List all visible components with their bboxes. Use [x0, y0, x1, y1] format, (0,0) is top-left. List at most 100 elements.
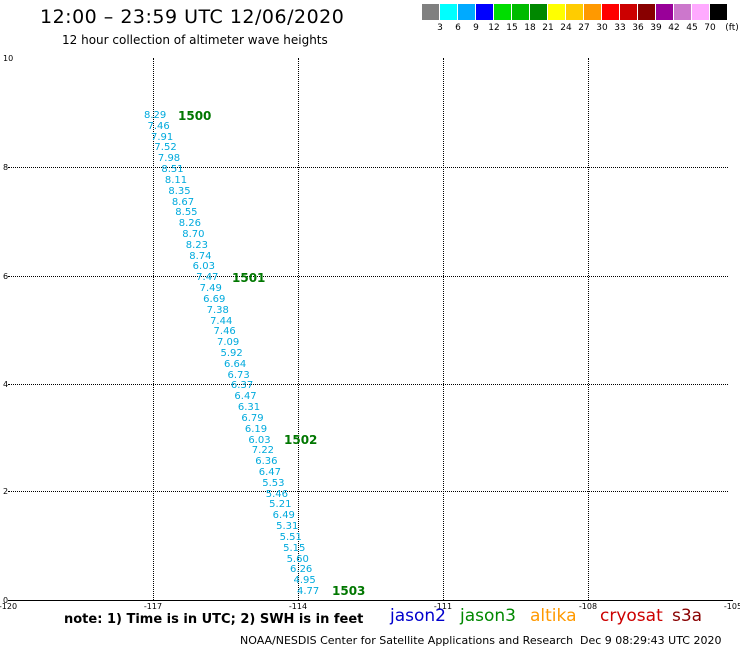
swh-value: 8.67 [171, 196, 195, 208]
legend-swatch [584, 4, 601, 20]
swh-value: 8.23 [185, 239, 208, 251]
swh-value: 7.91 [150, 131, 174, 143]
legend-label: 24 [560, 23, 572, 33]
legend-swatch [566, 4, 583, 20]
swh-value: 5.51 [279, 531, 302, 543]
legend-swatch [710, 4, 727, 20]
swh-value: 7.52 [154, 142, 177, 154]
grid-line-horizontal [8, 491, 728, 492]
swh-value: 5.46 [265, 488, 288, 500]
legend-swatch [458, 4, 475, 20]
swh-value: 6.03 [192, 261, 215, 273]
legend-unit-label: (ft) [725, 23, 739, 33]
credit-text: NOAA/NESDIS Center for Satellite Applica… [240, 634, 574, 647]
grid-line-horizontal [8, 276, 728, 277]
swh-value: 6.47 [258, 467, 282, 478]
legend-swatch [512, 4, 529, 20]
swh-value: 6.49 [272, 510, 295, 522]
swh-value: 6.36 [255, 456, 278, 468]
x-tick-label: -111 [433, 602, 453, 611]
swh-value: 6.69 [203, 293, 226, 305]
swh-value: 8.55 [175, 207, 198, 219]
swh-value: 7.38 [206, 304, 229, 316]
swh-value: 5.15 [283, 542, 306, 554]
swh-value: 8.70 [182, 229, 205, 240]
swh-value: 5.31 [276, 521, 299, 533]
x-tick-label: -114 [288, 602, 308, 611]
legend-label: 33 [614, 23, 626, 33]
y-tick-label: 8 [3, 163, 9, 172]
x-tick-label: -108 [578, 602, 598, 611]
grid-line-vertical [298, 58, 299, 600]
swh-value: 8.11 [164, 174, 188, 186]
legend-label: 70 [704, 23, 716, 33]
x-tick-label: -120 [0, 602, 18, 611]
y-tick-label: 2 [3, 487, 9, 496]
note-text: note: 1) Time is in UTC; 2) SWH is in fe… [64, 612, 364, 627]
legend-swatch [602, 4, 619, 20]
swh-value: 6.64 [223, 358, 247, 370]
swh-value: 7.22 [251, 445, 275, 457]
x-tick-label: -117 [143, 602, 163, 611]
legend-swatch [620, 4, 637, 20]
legend-label: 3 [437, 23, 443, 33]
swh-value: 7.46 [147, 120, 170, 132]
legend-swatch [656, 4, 673, 20]
legend-label: 42 [668, 23, 680, 33]
legend-label: 21 [542, 23, 554, 33]
legend-swatch [674, 4, 691, 20]
swh-value: 8.26 [178, 218, 202, 230]
swh-value: 6.26 [290, 564, 313, 576]
swh-value: 8.29 [144, 110, 167, 121]
legend-swatch [494, 4, 511, 20]
swh-value: 7.98 [157, 153, 181, 165]
swh-value: 6.79 [241, 412, 264, 424]
legend-label: 15 [506, 23, 518, 33]
swh-value: 6.73 [227, 369, 250, 381]
x-tick-label: -105 [723, 602, 740, 611]
legend-label: 36 [632, 23, 644, 33]
pass-number-label: 1502 [284, 433, 318, 447]
pass-number-label: 1503 [332, 584, 366, 598]
legend-swatch [530, 4, 547, 20]
swh-value: 5.92 [220, 348, 243, 359]
legend-label: 9 [473, 23, 479, 33]
swh-value: 6.03 [248, 434, 271, 446]
legend-swatch [692, 4, 709, 20]
swh-value: 4.77 [297, 586, 320, 597]
legend-swatch [638, 4, 655, 20]
color-legend: 3 6 9 12 15 18 21 24 27 30 33 36 39 42 45 70 (ft) [422, 4, 739, 37]
swh-value: 7.47 [196, 272, 219, 284]
grid-line-horizontal [8, 384, 728, 385]
swh-value: 6.47 [234, 391, 257, 403]
y-tick-label: 4 [3, 380, 9, 389]
satellite-name: cryosat [600, 606, 663, 626]
legend-label: 45 [686, 23, 698, 33]
swh-value: 4.95 [293, 575, 316, 587]
grid-line-horizontal [8, 167, 728, 168]
legend-swatch [440, 4, 457, 20]
swh-value: 5.60 [286, 553, 309, 565]
swh-value: 8.51 [161, 164, 184, 176]
satellite-name: jason2 [390, 606, 446, 626]
legend-label: 27 [578, 23, 590, 33]
satellite-name: s3a [672, 606, 703, 626]
legend-swatch [422, 4, 439, 20]
swh-value: 5.53 [262, 477, 285, 489]
legend-label: 12 [488, 23, 500, 33]
y-tick-label: 0 [3, 596, 9, 605]
swh-value: 7.46 [213, 326, 236, 338]
wave-height-map: -120 -117 -114 -111 -108 -105 0 2 4 6 8 10 8.29 7.46 7… [0, 54, 740, 611]
swh-value: 5.21 [269, 499, 292, 511]
swh-value: 8.74 [189, 250, 212, 262]
y-tick-label: 10 [3, 54, 14, 63]
satellite-name: altika [530, 606, 577, 626]
satellite-name: jason3 [460, 606, 516, 626]
map-frame-bottom [8, 600, 733, 601]
swh-value: 6.19 [244, 423, 268, 435]
swh-value: 7.09 [217, 337, 240, 349]
swh-value: 6.31 [237, 402, 261, 414]
swh-value: 7.49 [199, 283, 222, 295]
legend-swatch [548, 4, 565, 20]
page-subtitle: 12 hour collection of altimeter wave hei… [62, 33, 328, 47]
